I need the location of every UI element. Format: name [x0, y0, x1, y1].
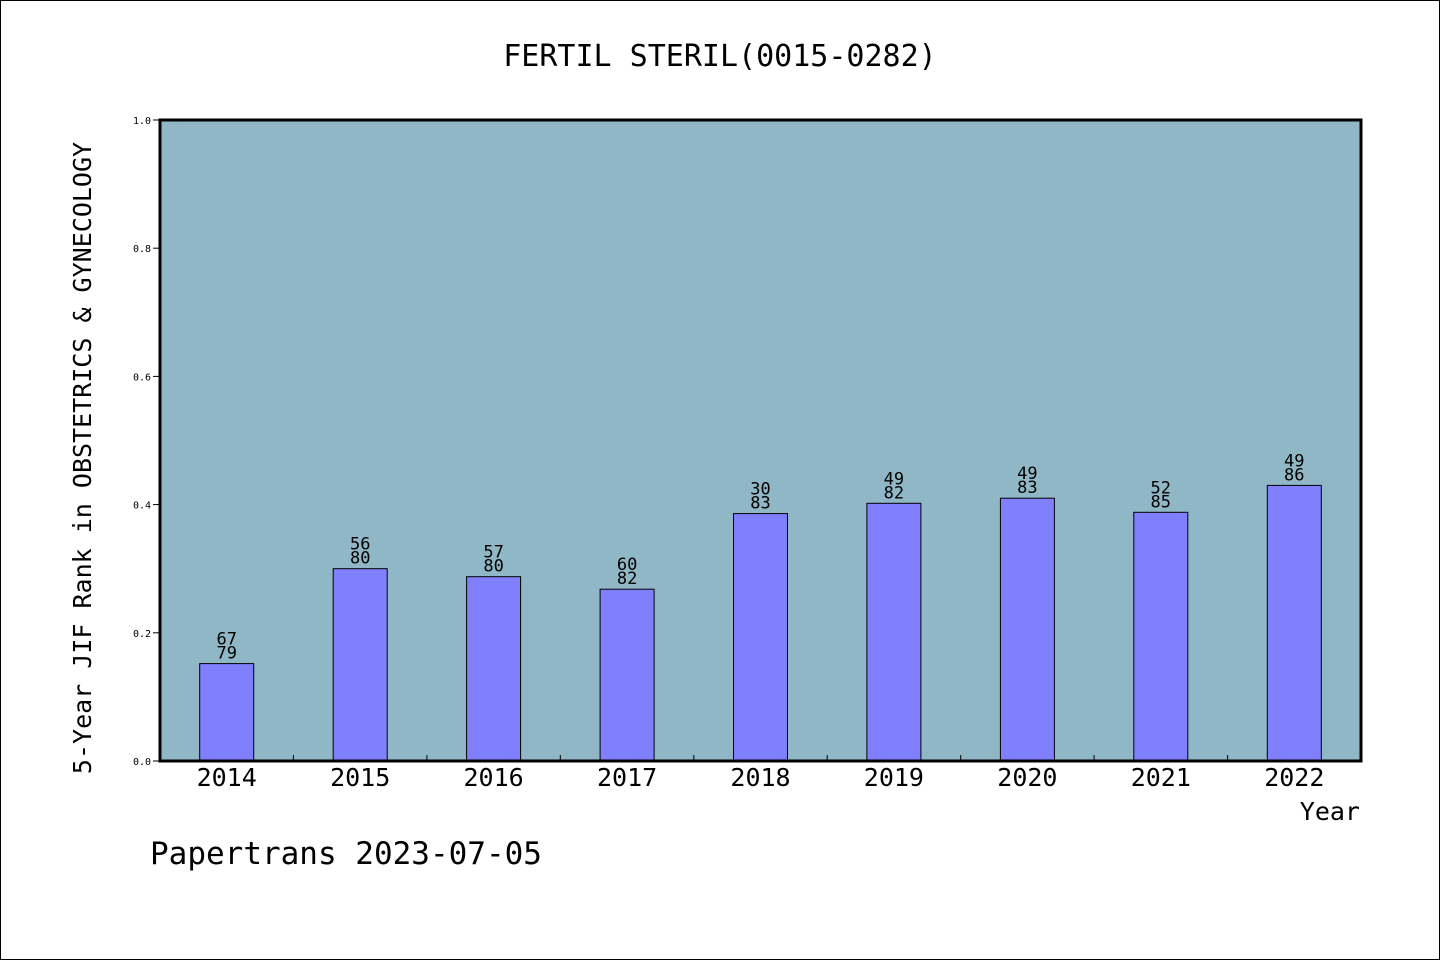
bar-2022 [1266, 484, 1322, 762]
bar-label-total-2017: 82 [617, 569, 637, 589]
y-tick-label-0.8: 0.8 [133, 244, 151, 255]
bar-label-total-2014: 79 [216, 644, 236, 664]
footer-text: Papertrans 2023-07-05 [150, 836, 542, 872]
bar-label-rank-2019: 49 [884, 469, 904, 489]
x-tick-label-2014: 2014 [197, 763, 257, 792]
bar-label-rank-2014: 67 [216, 630, 236, 650]
x-tick-label-2015: 2015 [330, 763, 390, 792]
x-axis: 2014 2015 2016 2017 2018 2019 2020 2021 2022 [197, 755, 1324, 792]
bar-label-total-2019: 82 [884, 483, 904, 503]
bar-group [199, 484, 1322, 762]
y-tick-label-0.4: 0.4 [133, 501, 151, 512]
bar-label-rank-2020: 49 [1017, 464, 1037, 484]
bar-label-rank-2017: 60 [617, 555, 637, 575]
x-tick-label-2021: 2021 [1131, 763, 1191, 792]
y-tick-label-0.6: 0.6 [133, 372, 151, 383]
x-tick-label-2019: 2019 [864, 763, 924, 792]
bar-label-rank-2018: 30 [750, 480, 770, 500]
bar-label-rank-2015: 56 [350, 535, 370, 555]
y-axis-label: 5-Year JIF Rank in OBSTETRICS & GYNECOLO… [68, 142, 97, 774]
bar-label-total-2018: 83 [750, 494, 770, 514]
bar-label-total-2020: 83 [1017, 478, 1037, 498]
plot-frame [158, 118, 1363, 763]
bar-label-total-2015: 80 [350, 549, 370, 569]
x-tick-label-2018: 2018 [730, 763, 790, 792]
y-tick-label-0.0: 0.0 [133, 757, 151, 768]
y-tick-label-0.2: 0.2 [133, 629, 151, 640]
bar-label-total-2021: 85 [1151, 492, 1171, 512]
bar-label-rank-2016: 57 [483, 543, 503, 563]
bar-label-rank-2022: 49 [1284, 451, 1304, 471]
bar-2016 [466, 576, 522, 762]
bar-label-rank-2021: 52 [1151, 478, 1171, 498]
bar-2020 [999, 497, 1055, 762]
y-tick-label-1.0: 1.0 [133, 116, 151, 127]
x-tick-label-2020: 2020 [997, 763, 1057, 792]
x-axis-label: Year [1300, 797, 1360, 826]
bar-2017 [599, 588, 655, 762]
bar-2015 [332, 568, 388, 762]
x-tick-label-2016: 2016 [463, 763, 523, 792]
x-tick-label-2017: 2017 [597, 763, 657, 792]
chart-title: FERTIL STERIL(0015-0282) [503, 39, 936, 74]
bar-label-total-2022: 86 [1284, 465, 1304, 485]
x-tick-label-2022: 2022 [1264, 763, 1324, 792]
bar-2014 [199, 663, 255, 762]
bar-2019 [866, 502, 922, 762]
bar-2021 [1133, 511, 1189, 762]
bar-label-total-2016: 80 [483, 557, 503, 577]
bar-2018 [733, 513, 788, 762]
